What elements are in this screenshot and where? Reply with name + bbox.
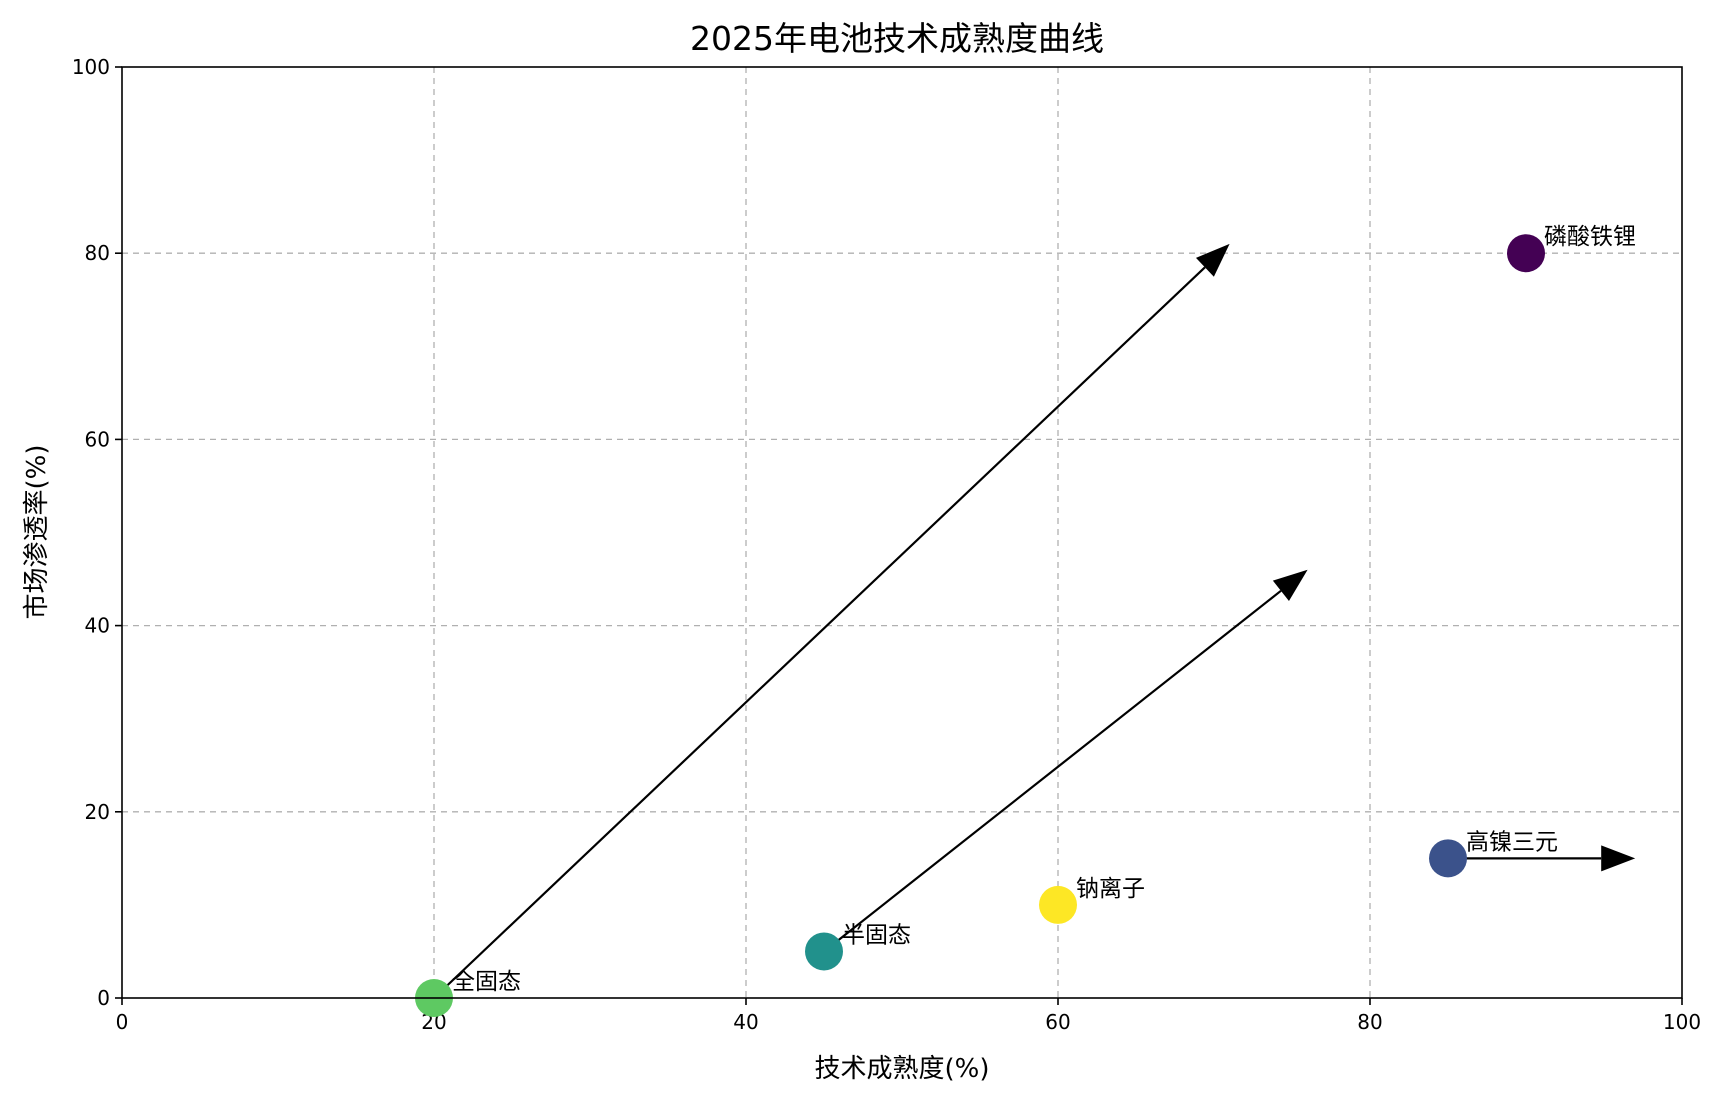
data-point (1507, 234, 1545, 273)
x-tick-label: 40 (733, 1010, 758, 1034)
data-point (1039, 885, 1077, 924)
x-tick-label: 80 (1357, 1010, 1382, 1034)
y-axis-label: 市场渗透率(%) (22, 445, 52, 620)
y-tick-label: 0 (97, 986, 110, 1010)
arrow-shaft (433, 266, 1206, 999)
point-label: 半固态 (842, 922, 911, 948)
arrow-head (1195, 243, 1230, 277)
x-tick-label: 0 (116, 1010, 129, 1034)
y-tick-label: 40 (85, 614, 110, 638)
x-tick-label: 60 (1045, 1010, 1070, 1034)
y-tick-label: 60 (85, 427, 110, 451)
point-label: 全固态 (452, 969, 521, 995)
grid (122, 67, 1682, 998)
x-axis-label: 技术成熟度(%) (815, 1054, 990, 1084)
y-tick-label: 100 (72, 55, 110, 79)
plot-area-frame (121, 66, 1683, 999)
chart-title: 2025年电池技术成熟度曲线 (690, 19, 1104, 58)
point-label: 磷酸铁锂 (1544, 224, 1636, 250)
data-point (805, 932, 843, 971)
arrow-head (1272, 569, 1308, 602)
y-tick-label: 20 (85, 800, 110, 824)
x-tick-label: 100 (1663, 1010, 1701, 1034)
trend-arrows (433, 243, 1636, 999)
y-tick-label: 80 (85, 241, 110, 265)
point-label: 钠离子 (1076, 876, 1145, 902)
arrow-shaft (823, 589, 1282, 953)
arrow-head (1601, 845, 1636, 872)
point-label: 高镍三元 (1466, 829, 1558, 855)
data-point (1429, 839, 1467, 878)
